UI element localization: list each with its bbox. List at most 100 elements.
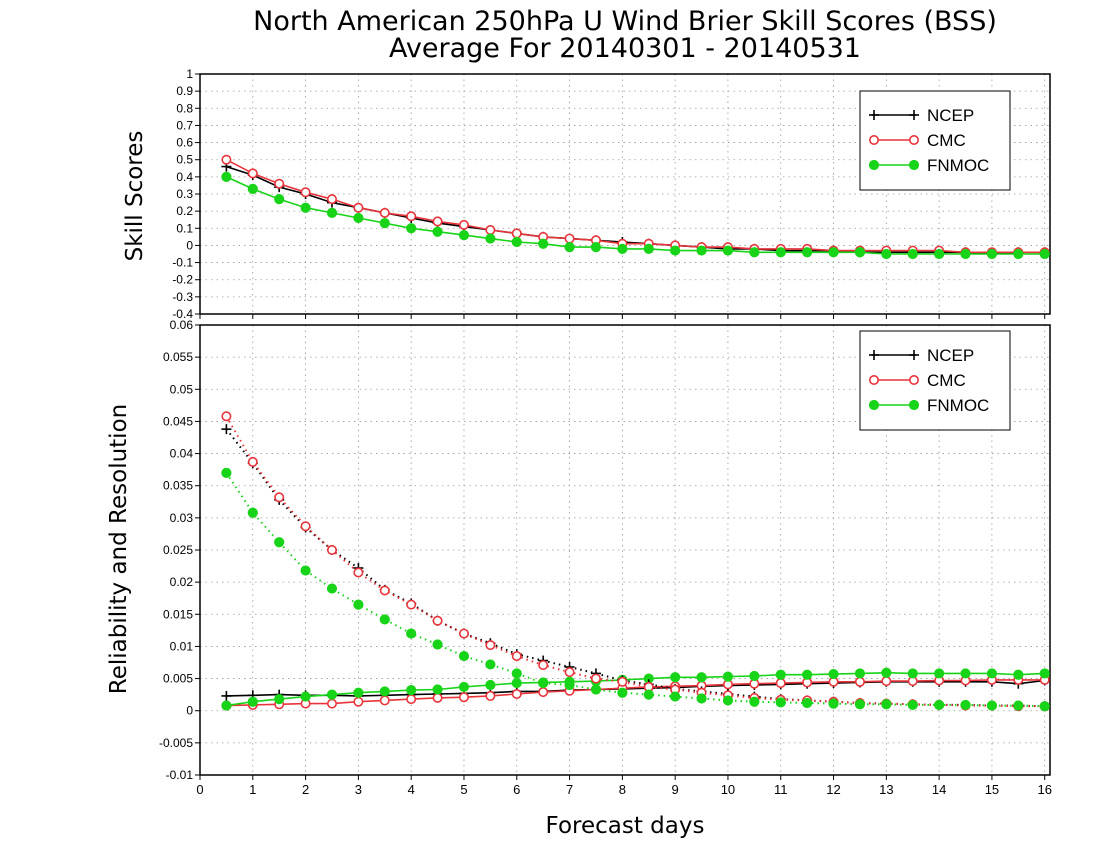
series-line	[225, 472, 1045, 708]
data-point	[300, 202, 311, 213]
legend-marker-right	[908, 374, 919, 385]
data-point	[907, 248, 918, 260]
x-axis-label: Forecast days	[546, 813, 705, 839]
x-tick-label-7: 7	[566, 782, 573, 797]
data-point	[775, 697, 786, 708]
data-point	[458, 628, 469, 639]
data-point	[1039, 668, 1050, 679]
x-tick-label-14: 14	[932, 782, 946, 797]
data-point	[353, 567, 364, 578]
data-point	[458, 219, 469, 230]
y-tick-label-5: 0.015	[163, 607, 193, 621]
data-point	[960, 248, 971, 260]
data-point	[802, 247, 813, 258]
legend-marker-left	[868, 374, 879, 385]
reliability-resolution-panel: -0.01 -0.005 0 0.005 0.01 0.015 0.02 0.025 0.03 0…	[159, 318, 1052, 797]
data-point	[458, 681, 470, 693]
data-point	[511, 668, 522, 679]
data-point	[353, 687, 364, 698]
data-point	[1013, 248, 1024, 260]
legend-label: FNMOC	[927, 396, 989, 415]
y-tick-label-9: 0.5	[176, 153, 193, 167]
data-point	[617, 243, 628, 254]
data-point	[617, 687, 628, 698]
data-point	[274, 537, 285, 548]
top-y-axis-label: Skill Scores	[122, 131, 148, 262]
legend-marker-left	[869, 110, 879, 120]
data-point	[379, 218, 390, 229]
data-point	[326, 207, 338, 218]
y-tick-label-8: 0.4	[176, 170, 193, 184]
data-point	[960, 699, 971, 711]
x-tick-label-4: 4	[408, 782, 415, 797]
data-point	[934, 248, 945, 260]
data-point	[722, 695, 734, 706]
data-point	[485, 640, 496, 651]
data-point	[326, 689, 338, 700]
data-point	[986, 700, 998, 711]
x-tick-label-15: 15	[985, 782, 999, 797]
y-tick-label-10: 0.6	[176, 136, 193, 150]
legend-label: CMC	[927, 371, 966, 390]
data-point	[274, 492, 285, 503]
data-point	[300, 565, 311, 576]
legend-entry-fnmoc: FNMOC	[868, 396, 989, 415]
legend-label: FNMOC	[927, 156, 989, 175]
data-point	[828, 247, 839, 258]
data-point	[854, 668, 866, 679]
data-point	[934, 699, 945, 711]
data-point	[485, 233, 496, 244]
data-point	[353, 696, 364, 707]
data-point	[828, 668, 839, 680]
data-point	[564, 242, 575, 253]
data-point	[379, 207, 390, 218]
x-tick-label-0: 0	[196, 782, 203, 797]
data-point	[828, 698, 839, 709]
y-tick-label-7: 0.3	[176, 187, 193, 201]
data-point	[511, 236, 522, 248]
series-ncep-dotted	[221, 424, 1050, 712]
y-tick-label-4: 0	[186, 238, 193, 252]
data-point	[670, 672, 681, 683]
data-point	[379, 585, 390, 596]
data-point	[379, 686, 390, 697]
series-cmc-dotted	[221, 411, 1050, 712]
data-point	[221, 700, 232, 711]
data-point	[326, 698, 337, 709]
data-point	[617, 676, 628, 687]
y-tick-label-0: -0.01	[166, 768, 194, 782]
data-point	[881, 699, 892, 710]
data-point	[485, 679, 496, 691]
data-point	[986, 248, 998, 260]
data-point	[511, 688, 522, 699]
data-point	[564, 679, 575, 691]
data-point	[247, 168, 258, 179]
y-tick-label-2: -0.2	[172, 273, 193, 287]
data-point	[775, 247, 786, 258]
data-point	[326, 194, 337, 205]
data-point	[775, 678, 786, 689]
chart-title-line2: Average For 20140301 - 20140531	[389, 33, 861, 64]
data-point	[722, 245, 734, 256]
data-point	[538, 687, 549, 698]
legend: NCEP CMC FNMOC	[859, 90, 1011, 191]
legend: NCEP CMC FNMOC	[859, 330, 1011, 431]
x-tick-label-9: 9	[672, 782, 679, 797]
data-point	[1039, 248, 1050, 260]
legend-label: NCEP	[927, 346, 974, 365]
data-point	[511, 228, 522, 239]
data-point	[326, 583, 338, 594]
y-tick-label-10: 0.04	[170, 447, 194, 461]
data-point	[538, 660, 549, 671]
data-point	[590, 673, 601, 684]
y-tick-label-13: 0.9	[176, 84, 193, 98]
data-point	[960, 668, 971, 679]
y-tick-label-7: 0.025	[163, 543, 193, 557]
legend-marker-right	[909, 350, 919, 360]
y-tick-label-12: 0.8	[176, 101, 193, 115]
data-point	[326, 544, 337, 555]
data-point	[221, 690, 232, 701]
data-point	[907, 699, 918, 711]
data-point	[406, 628, 417, 639]
data-point	[802, 669, 813, 680]
